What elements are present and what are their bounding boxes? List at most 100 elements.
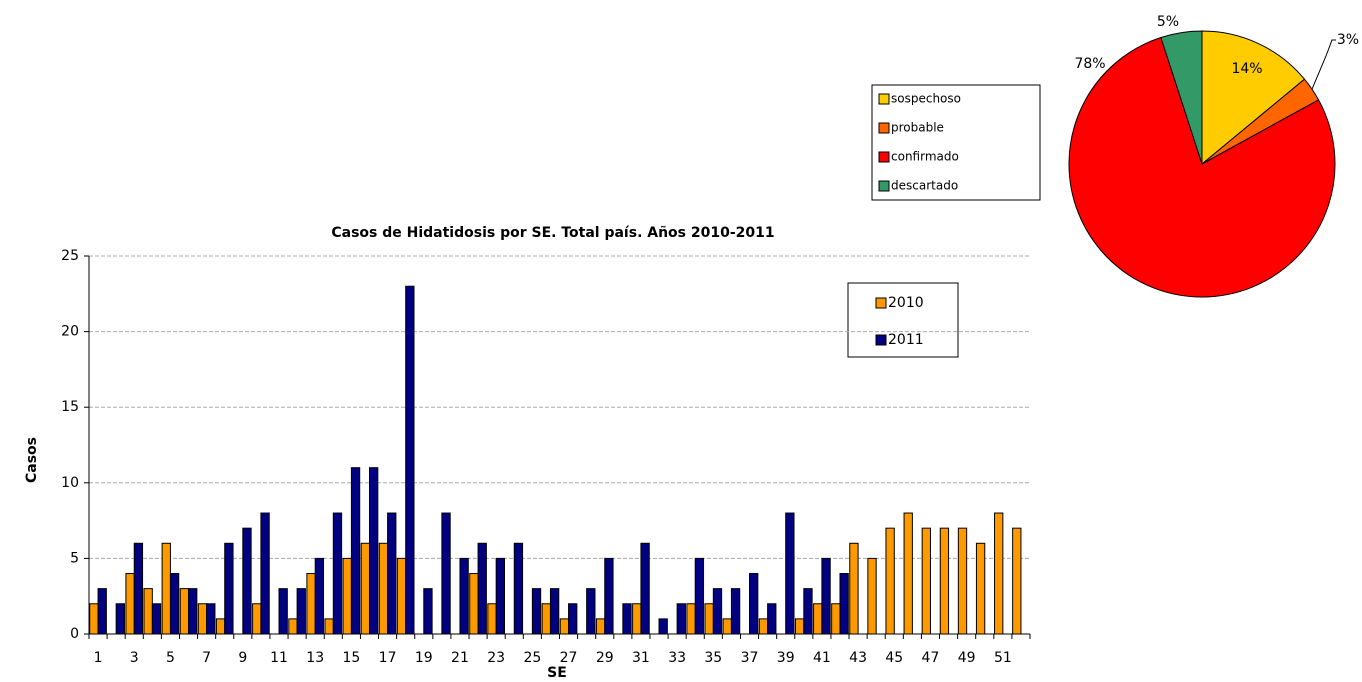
bar xyxy=(559,618,570,635)
bar xyxy=(1012,527,1022,635)
bar xyxy=(143,588,153,635)
bar xyxy=(151,603,162,635)
bar xyxy=(368,467,379,635)
y-axis-title: Casos xyxy=(24,437,40,483)
bar xyxy=(206,603,216,635)
x-tick-label: 27 xyxy=(560,650,578,666)
bar xyxy=(640,542,650,635)
bar xyxy=(477,542,487,635)
x-tick-label: 49 xyxy=(958,650,976,666)
bar xyxy=(495,557,505,635)
bar xyxy=(296,588,306,635)
bar xyxy=(994,512,1004,635)
bar xyxy=(513,542,524,635)
bar xyxy=(278,588,288,635)
legend-swatch xyxy=(875,334,887,346)
bar xyxy=(133,542,144,635)
bar xyxy=(197,603,208,635)
bar xyxy=(632,603,642,635)
x-tick-label: 33 xyxy=(668,650,686,666)
x-tick-label: 41 xyxy=(813,650,831,666)
pie-value-label: 14% xyxy=(1231,61,1262,77)
bar xyxy=(839,573,849,635)
x-tick-label: 35 xyxy=(704,650,722,666)
bar xyxy=(704,603,714,635)
pie-value-label: 78% xyxy=(1074,56,1105,72)
bar xyxy=(595,618,606,635)
bar xyxy=(568,603,578,635)
legend-label: sospechoso xyxy=(891,92,961,106)
legend-label: descartado xyxy=(891,179,958,193)
bar xyxy=(342,557,352,635)
legend-swatch xyxy=(875,297,887,309)
x-tick-label: 13 xyxy=(306,650,324,666)
bar xyxy=(712,588,723,635)
x-tick-label: 1 xyxy=(94,650,103,666)
legend-swatch xyxy=(878,151,890,163)
bar xyxy=(803,588,813,635)
bar xyxy=(749,573,759,635)
x-tick-label: 37 xyxy=(741,650,759,666)
x-tick-label: 47 xyxy=(922,650,940,666)
x-tick-label: 17 xyxy=(379,650,397,666)
bar xyxy=(658,618,668,635)
x-tick-label: 11 xyxy=(270,650,288,666)
x-tick-label: 51 xyxy=(994,650,1012,666)
bar xyxy=(115,603,125,635)
x-tick-label: 25 xyxy=(523,650,541,666)
pie-value-label: 3% xyxy=(1337,32,1359,48)
bar xyxy=(252,603,262,635)
bar xyxy=(586,588,596,635)
bar xyxy=(813,603,823,635)
x-tick-label: 29 xyxy=(596,650,614,666)
y-tick-label: 20 xyxy=(61,324,79,340)
bar xyxy=(89,603,99,635)
legend-label: 2011 xyxy=(888,332,924,348)
bar xyxy=(161,542,171,635)
leader-line xyxy=(1311,39,1336,90)
legend-swatch xyxy=(878,122,890,134)
legend-label: probable xyxy=(891,121,944,135)
y-tick-label: 25 xyxy=(61,248,79,264)
x-tick-label: 31 xyxy=(632,650,650,666)
bar xyxy=(288,618,298,635)
bar xyxy=(215,618,226,635)
bar xyxy=(831,603,841,635)
pie-legend-box xyxy=(871,84,1041,201)
bar xyxy=(387,512,397,635)
bar xyxy=(487,603,497,635)
bar xyxy=(396,557,407,635)
bar xyxy=(903,512,913,635)
legend-label: 2010 xyxy=(888,295,924,311)
bar xyxy=(686,603,696,635)
bar xyxy=(242,527,252,635)
chart-title: Casos de Hidatidosis por SE. Total país.… xyxy=(331,225,774,241)
bar xyxy=(423,588,433,635)
x-axis-title: SE xyxy=(547,665,567,681)
x-tick-label: 39 xyxy=(777,650,795,666)
bar xyxy=(794,618,805,635)
bar xyxy=(97,588,107,635)
bar xyxy=(125,573,135,635)
bar xyxy=(767,603,777,635)
bar xyxy=(441,512,451,635)
bar xyxy=(867,557,877,635)
y-tick-label: 15 xyxy=(61,399,79,415)
x-tick-label: 45 xyxy=(885,650,903,666)
bar xyxy=(722,618,732,635)
bar xyxy=(350,467,361,635)
pie-value-label: 5% xyxy=(1157,14,1179,30)
legend-swatch xyxy=(878,93,890,105)
bar xyxy=(975,542,986,635)
bar xyxy=(324,618,334,635)
bar xyxy=(405,285,415,635)
x-tick-label: 21 xyxy=(451,650,469,666)
bar xyxy=(604,557,614,635)
bar xyxy=(169,573,180,635)
bar-legend-box xyxy=(847,282,959,358)
bar xyxy=(531,588,542,635)
bar xyxy=(758,618,769,635)
x-tick-label: 43 xyxy=(849,650,867,666)
x-tick-label: 7 xyxy=(202,650,211,666)
bar xyxy=(939,527,950,635)
